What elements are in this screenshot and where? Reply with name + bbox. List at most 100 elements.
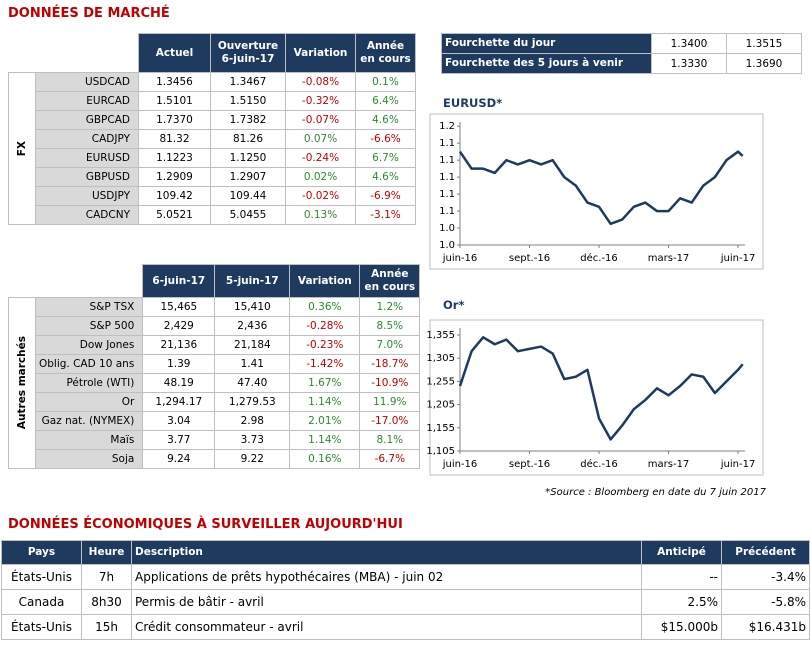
y-tick-label: 1.1 (439, 172, 455, 183)
y-tick-label: 1.1 (439, 189, 455, 200)
cell: 109.44 (210, 186, 286, 206)
cell: -6.6% (355, 129, 416, 149)
cell: 2.5% (641, 589, 722, 615)
cell: 1,279.53 (214, 392, 291, 412)
cell: 7.0% (359, 335, 421, 355)
cell: 8.1% (359, 430, 421, 450)
group-label-cell: Autres marchés (8, 297, 36, 469)
y-tick-label: 1.0 (439, 223, 455, 234)
row-label: Maïs (34, 430, 144, 450)
x-tick-label: juin-17 (720, 253, 756, 264)
row-label: EURCAD (35, 91, 139, 111)
cell: 1.14% (289, 392, 361, 412)
source-note: *Source : Bloomberg en date du 7 juin 20… (545, 487, 766, 498)
cell: 1.41 (214, 354, 291, 374)
row: USDJPY 109.42 109.44 -0.02% -6.9% (9, 186, 416, 206)
cell: 2,429 (142, 316, 216, 336)
frame (429, 113, 764, 270)
cell: Crédit consommateur - avril (131, 614, 642, 640)
cell: $16.431b (721, 614, 810, 640)
cell: -6.9% (355, 186, 416, 206)
row-label: Pétrole (WTI) (34, 373, 144, 393)
cell: 47.40 (214, 373, 291, 393)
cell: 4.6% (355, 110, 416, 130)
chart: 1,105 1,155 1,205 1,255 1,305 1,355 juin-16 sep… (426, 319, 764, 476)
cell: 1.67% (289, 373, 361, 393)
row: Fourchette des 5 jours à venir 1.3330 1.36… (441, 53, 802, 74)
cell: 5.0521 (138, 205, 211, 225)
cell: 15,410 (214, 297, 291, 317)
y-tick-label: 1,205 (426, 400, 455, 411)
line-series (458, 336, 744, 441)
y-tick-label: 1,155 (426, 423, 455, 434)
blank (9, 34, 139, 73)
cell: 1,294.17 (142, 392, 216, 412)
row: Oblig. CAD 10 ans 1.39 1.41 -1.42% -18.7% (9, 354, 421, 374)
cell: 8.5% (359, 316, 421, 336)
range-table: Fourchette du jour 1.3400 1.3515 Fourchette… (441, 33, 802, 74)
column-header: Année en cours (359, 264, 421, 298)
y-tick-label: 1,355 (426, 330, 455, 341)
row: Fourchette du jour 1.3400 1.3515 (441, 33, 802, 54)
cell: $15.000b (641, 614, 722, 640)
cell: -0.02% (285, 186, 356, 206)
cell: Canada (1, 589, 82, 615)
cell: 1.5150 (210, 91, 286, 111)
line-series (458, 150, 744, 226)
group-label: FX (16, 140, 28, 157)
cell: 1.14% (289, 430, 361, 450)
cell: 3.04 (142, 411, 216, 431)
header-row: Pays Heure Description Anticipé Précédent (1, 540, 810, 565)
row: CADCNY 5.0521 5.0455 0.13% -3.1% (9, 205, 416, 225)
cell: 0.02% (285, 167, 356, 187)
y-tick-label: 1,105 (426, 446, 455, 457)
column-header: 6-juin-17 (142, 264, 216, 298)
y-tick-label: 1.1 (439, 155, 455, 166)
cell: 21,184 (214, 335, 291, 355)
group-label: Autres marchés (16, 336, 28, 430)
cell: 7h (81, 564, 132, 590)
cell: -17.0% (359, 411, 421, 431)
cell: 1.3690 (726, 53, 802, 74)
cell: -0.32% (285, 91, 356, 111)
cell: États-Unis (1, 564, 82, 590)
cell: 1.7370 (138, 110, 211, 130)
cell: 1.3400 (651, 33, 727, 54)
row: S&P 500 2,429 2,436 -0.28% 8.5% (9, 316, 421, 336)
cell: 109.42 (138, 186, 211, 206)
cell: -3.4% (721, 564, 810, 590)
cell: 1.2% (359, 297, 421, 317)
row: EURCAD 1.5101 1.5150 -0.32% 6.4% (9, 91, 416, 111)
section-title: DONNÉES DE MARCHÉ (8, 6, 170, 21)
cell: -0.23% (289, 335, 361, 355)
cell: -- (641, 564, 722, 590)
row-label: USDJPY (35, 186, 139, 206)
cell: -0.08% (285, 72, 356, 92)
column-header: Heure (81, 540, 132, 565)
cell: 0.1% (355, 72, 416, 92)
column-header: Ouverture 6-juin-17 (210, 33, 286, 73)
cell: 1.1250 (210, 148, 286, 168)
row: EURUSD 1.1223 1.1250 -0.24% 6.7% (9, 148, 416, 168)
cell: 21,136 (142, 335, 216, 355)
x-tick-label: juin-16 (442, 459, 478, 470)
column-header: Précédent (721, 540, 810, 565)
row: Maïs 3.77 3.73 1.14% 8.1% (9, 430, 421, 450)
cell: -10.9% (359, 373, 421, 393)
cell: 15h (81, 614, 132, 640)
eco-table: Pays Heure Description Anticipé Précédent Éta… (1, 540, 810, 640)
cell: -5.8% (721, 589, 810, 615)
row-label: Fourchette des 5 jours à venir (441, 53, 652, 74)
row-label: CADJPY (35, 129, 139, 149)
chart: 1.0 1.0 1.1 1.1 1.1 1.1 1.1 1.2 juin-16 sept.-16 d… (429, 113, 764, 270)
markets-table: 6-juin-17 5-juin-17 Variation Année en cour… (8, 264, 421, 469)
cell: 0.07% (285, 129, 356, 149)
group-label-cell: FX (8, 72, 36, 225)
cell: États-Unis (1, 614, 82, 640)
column-header: Pays (1, 540, 82, 565)
y-tick-label: 1.2 (439, 121, 455, 132)
row: Gaz nat. (NYMEX) 3.04 2.98 2.01% -17.0% (9, 411, 421, 431)
cell: -6.7% (359, 449, 421, 469)
cell: 1.39 (142, 354, 216, 374)
x-tick-label: sept.-16 (509, 253, 550, 264)
